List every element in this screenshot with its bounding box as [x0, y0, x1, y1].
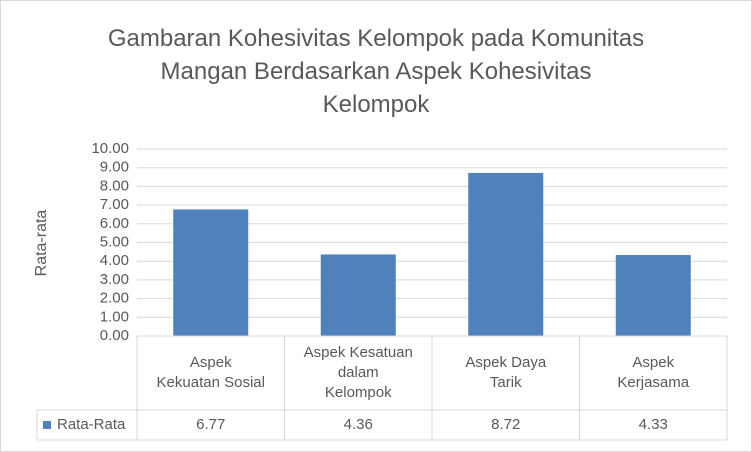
- y-tick-label: 3.00: [100, 271, 129, 288]
- category-label: Aspek Daya Tarik: [465, 354, 547, 391]
- value-label: 4.33: [639, 416, 668, 433]
- y-tick-label: 9.00: [100, 159, 129, 176]
- category-label-box: Aspek Kekuatan Sosial: [156, 354, 265, 391]
- y-tick-label: 6.00: [100, 215, 129, 232]
- category-label-box: Aspek Daya Tarik: [465, 354, 547, 391]
- category-label: Aspek Kesatuan dalam Kelompok: [303, 344, 413, 401]
- y-tick-label: 5.00: [100, 233, 129, 250]
- y-tick-label: 2.00: [100, 290, 129, 307]
- title-line: Kelompok: [323, 91, 431, 118]
- chart-title: Gambaran Kohesivitas Kelompok pada Komun…: [108, 25, 644, 118]
- title-line: Gambaran Kohesivitas Kelompok pada Komun…: [108, 25, 644, 52]
- category-label: Aspek Kekuatan Sosial: [156, 354, 265, 391]
- legend-label: Rata-Rata: [57, 416, 126, 433]
- legend-key: [43, 421, 51, 429]
- y-tick-label: 1.00: [100, 308, 129, 325]
- value-label: 4.36: [344, 416, 373, 433]
- bar: [320, 254, 396, 336]
- bar: [468, 172, 544, 336]
- value-label: 6.77: [196, 416, 225, 433]
- category-label: Aspek Kerjasama: [617, 354, 690, 391]
- category-label-box: Aspek Kesatuan dalam Kelompok: [303, 344, 413, 401]
- y-tick-label: 7.00: [100, 196, 129, 213]
- y-tick-label: 10.00: [91, 140, 129, 157]
- bar: [615, 255, 691, 336]
- y-axis-label: Rata-rata: [33, 210, 50, 277]
- y-tick-label: 4.00: [100, 252, 129, 269]
- y-tick-label: 0.00: [100, 327, 129, 344]
- title-line: Mangan Berdasarkan Aspek Kohesivitas: [161, 58, 592, 85]
- value-label: 8.72: [491, 416, 520, 433]
- bar: [173, 209, 249, 336]
- y-tick-label: 8.00: [100, 177, 129, 194]
- category-label-box: Aspek Kerjasama: [617, 354, 690, 391]
